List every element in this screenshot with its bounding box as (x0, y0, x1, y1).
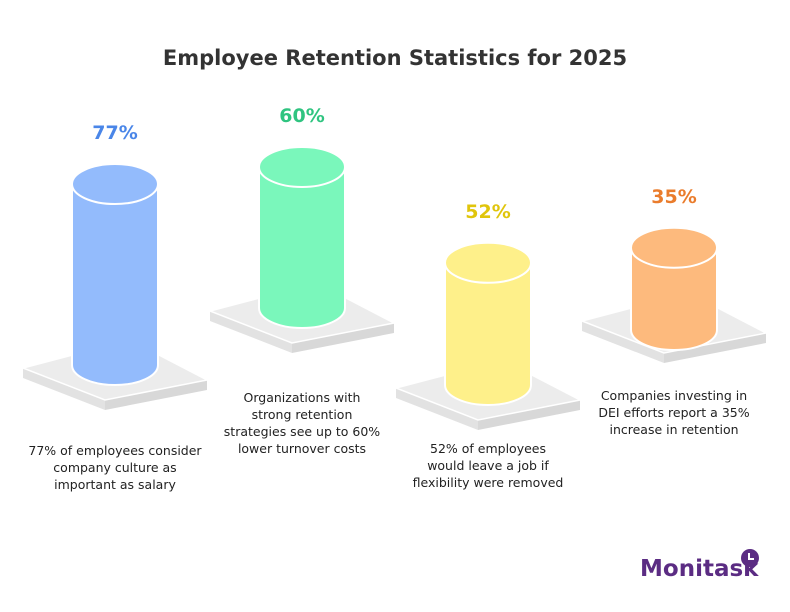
cylinder-body (258, 166, 346, 329)
description-3: 52% of employees would leave a job if fl… (412, 441, 564, 490)
cylinder-top (630, 226, 718, 269)
description-4: Companies investing in DEI efforts repor… (598, 388, 750, 437)
platform-side-right (292, 323, 394, 353)
description-1: 77% of employees consider company cultur… (28, 443, 202, 492)
cylinder-body (71, 183, 159, 386)
brand-name: Monitask (640, 556, 759, 582)
description-2: Organizations with strong retention stra… (223, 390, 381, 456)
brand-logo: Monitask (640, 549, 759, 582)
platform-side-right (478, 400, 580, 430)
chart-title: Employee Retention Statistics for 2025 (162, 46, 628, 70)
value-label: 60% (279, 105, 324, 127)
cylinder-body (444, 261, 532, 406)
platform-side-right (105, 380, 207, 410)
clock-icon (741, 549, 759, 567)
value-label: 77% (92, 122, 137, 144)
cylinder-body (630, 246, 718, 351)
platform-side-left (582, 321, 664, 363)
platform-side-right (664, 333, 766, 363)
platform-side-left (23, 368, 105, 410)
value-label: 52% (465, 201, 510, 223)
platform-side-left (210, 311, 292, 353)
cylinder-top (71, 163, 159, 206)
value-label: 35% (651, 186, 696, 208)
cylinder-top (258, 146, 346, 188)
platform-side-left (396, 388, 478, 430)
cylinder-top (444, 241, 532, 284)
